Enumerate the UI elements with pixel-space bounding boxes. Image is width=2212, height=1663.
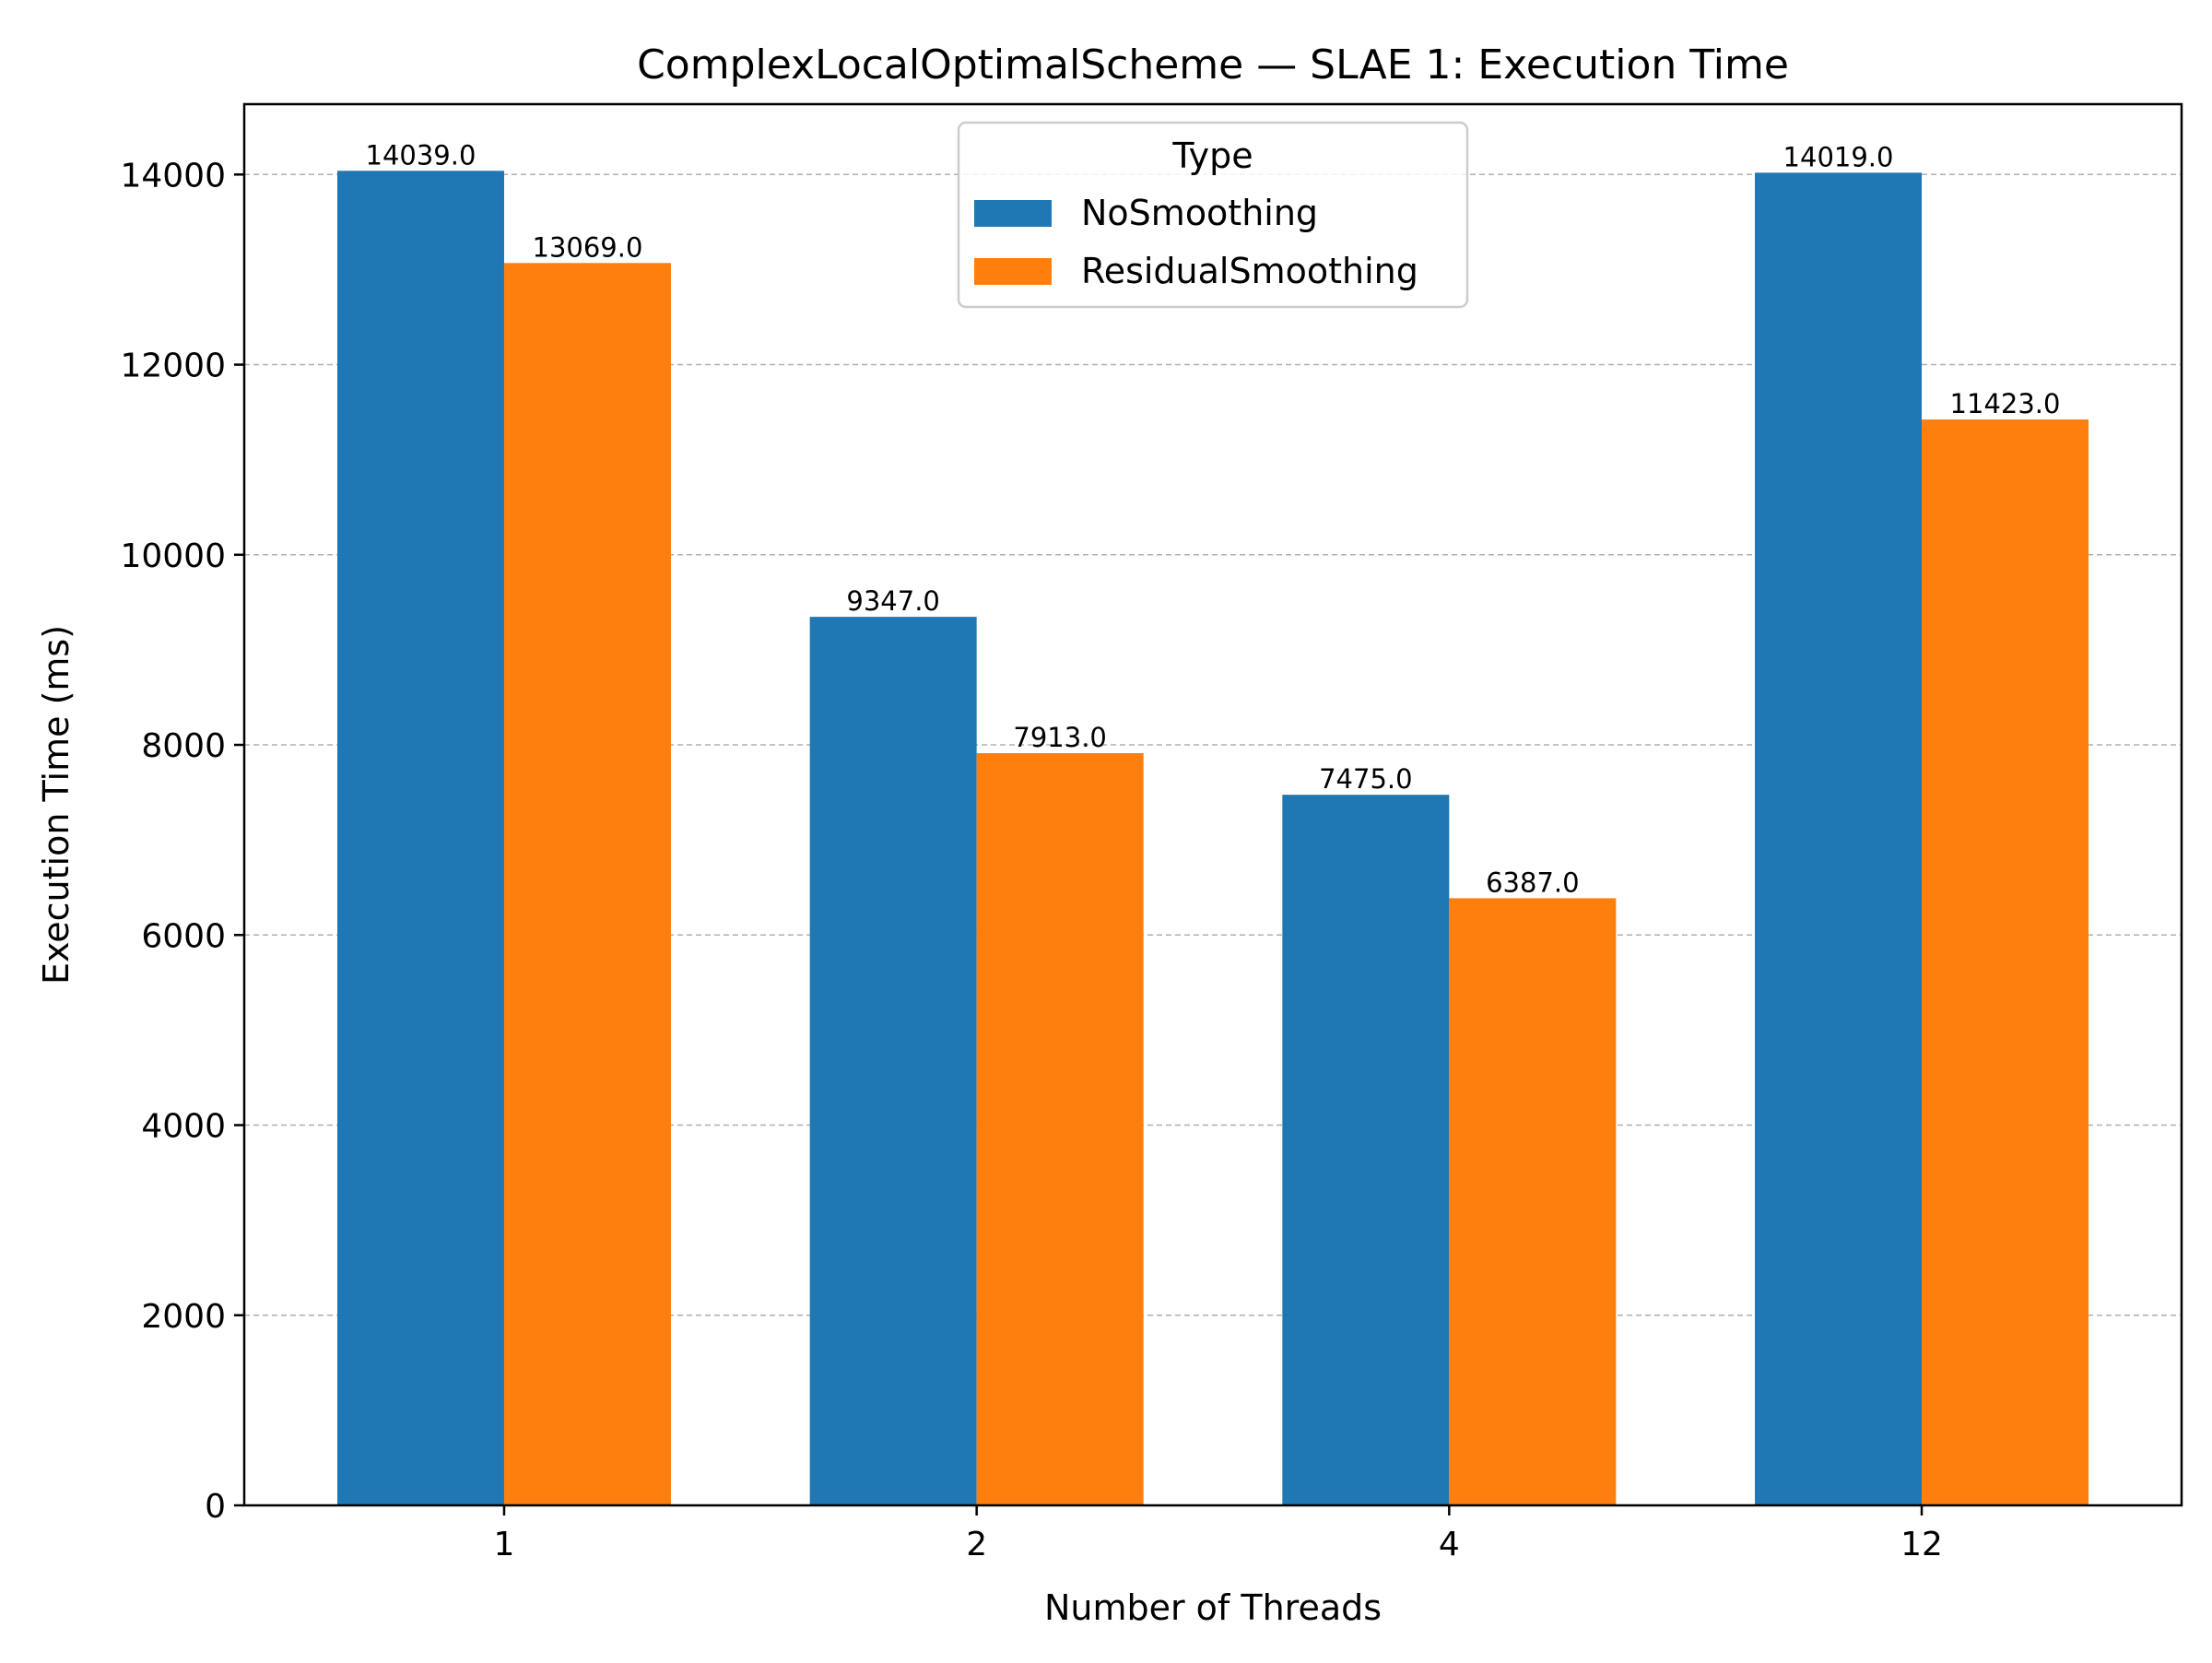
- legend-title: Type: [1171, 136, 1253, 176]
- bar-residualsmoothing-2: [976, 753, 1144, 1505]
- y-tick-label: 2000: [141, 1298, 226, 1336]
- bar-nosmoothing-1: [336, 171, 504, 1506]
- bar-residualsmoothing-4: [1449, 898, 1617, 1505]
- bar-value-label: 13069.0: [533, 231, 643, 263]
- bar-residualsmoothing-12: [1922, 419, 2089, 1506]
- y-tick-label: 12000: [120, 348, 226, 385]
- y-tick-label: 4000: [141, 1108, 226, 1146]
- bar-value-label: 11423.0: [1950, 388, 2061, 419]
- bar-value-label: 6387.0: [1486, 867, 1579, 898]
- x-tick-label: 1: [494, 1526, 515, 1563]
- y-tick-label: 8000: [141, 727, 226, 765]
- x-axis-label: Number of Threads: [1044, 1587, 1382, 1628]
- bar-nosmoothing-12: [1755, 172, 1923, 1505]
- plot-frame: [242, 102, 2183, 1507]
- legend-label-residualsmoothing: ResidualSmoothing: [1081, 251, 1418, 291]
- bars-layer: [336, 171, 2089, 1506]
- bar-residualsmoothing-1: [503, 263, 671, 1505]
- y-tick-label: 14000: [120, 157, 226, 195]
- y-axis-label: Execution Time (ms): [36, 625, 76, 985]
- bar-nosmoothing-2: [809, 617, 977, 1505]
- x-axis-ticks: 1 2 4 12: [494, 1505, 1943, 1563]
- bar-nosmoothing-4: [1282, 795, 1450, 1505]
- chart-title: ComplexLocalOptimalScheme — SLAE 1: Exec…: [637, 41, 1789, 88]
- legend: Type NoSmoothing ResidualSmoothing: [957, 121, 1469, 309]
- bar-labels-layer: 14039.0 9347.0 7475.0 14019.0 13069.0 7913.0 6…: [366, 139, 2061, 898]
- bar-value-label: 14039.0: [366, 139, 477, 171]
- x-tick-label: 4: [1439, 1526, 1460, 1563]
- bar-value-label: 9347.0: [846, 585, 939, 617]
- bar-value-label: 7913.0: [1013, 722, 1106, 753]
- legend-swatch-residualsmoothing: [974, 258, 1052, 285]
- bar-value-label: 14019.0: [1783, 141, 1894, 172]
- x-tick-label: 2: [966, 1526, 987, 1563]
- y-tick-label: 0: [205, 1488, 226, 1526]
- y-tick-label: 10000: [120, 537, 226, 575]
- y-axis-ticks: 0 2000 4000 6000 8000 10000 12000 14000: [120, 157, 244, 1526]
- x-tick-label: 12: [1900, 1526, 1943, 1563]
- legend-box: [957, 121, 1469, 309]
- y-tick-label: 6000: [141, 917, 226, 955]
- legend-label-nosmoothing: NoSmoothing: [1081, 193, 1318, 233]
- legend-swatch-nosmoothing: [974, 200, 1052, 227]
- bar-value-label: 7475.0: [1319, 763, 1412, 795]
